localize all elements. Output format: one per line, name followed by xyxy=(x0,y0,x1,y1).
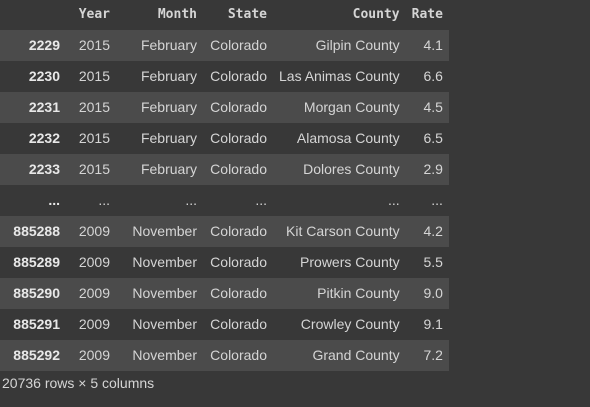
cell-rate: 6.6 xyxy=(423,68,443,84)
cell-county: Las Animas County xyxy=(279,68,400,84)
row-index: ... xyxy=(48,192,60,208)
cell-county: Prowers County xyxy=(300,254,400,270)
cell-rate: 9.1 xyxy=(423,316,443,332)
cell-rate: 7.2 xyxy=(423,347,443,363)
cell-year: 2015 xyxy=(78,99,110,115)
cell-month: February xyxy=(140,68,197,84)
header-row: Year Month State County Rate xyxy=(0,0,449,30)
row-index: 2231 xyxy=(28,99,60,115)
table-row: 885290 2009 November Colorado Pitkin County 9… xyxy=(0,277,449,309)
cell-county: Crowley County xyxy=(300,316,400,332)
table-row: 885289 2009 November Colorado Prowers County… xyxy=(0,246,449,278)
cell-state: Colorado xyxy=(210,37,267,54)
cell-month: February xyxy=(140,161,197,177)
cell-month: November xyxy=(132,347,197,363)
cell-rate: 4.1 xyxy=(423,37,443,54)
cell-year: ... xyxy=(98,192,110,208)
column-header-month: Month xyxy=(116,0,203,30)
cell-year: 2015 xyxy=(78,161,110,177)
cell-county: Pitkin County xyxy=(317,285,400,301)
cell-year: 2009 xyxy=(78,223,110,239)
cell-year: 2009 xyxy=(78,254,110,270)
dataframe-output: Year Month State County Rate 2229 2015 Feb… xyxy=(0,0,449,371)
column-header-year: Year xyxy=(66,0,116,30)
row-index: 885292 xyxy=(13,347,60,363)
cell-year: 2015 xyxy=(78,37,110,54)
row-index: 2232 xyxy=(28,130,60,146)
cell-month: November xyxy=(132,223,197,239)
index-column-header xyxy=(0,0,66,30)
table-row: .................. xyxy=(0,184,449,216)
cell-rate: 2.9 xyxy=(423,161,443,177)
cell-rate: 4.5 xyxy=(423,99,443,115)
cell-year: 2015 xyxy=(78,130,110,146)
cell-county: Grand County xyxy=(312,347,400,363)
cell-state: ... xyxy=(255,192,267,208)
table-row: 885292 2009 November Colorado Grand County 7.… xyxy=(0,339,449,371)
row-count-summary: 20736 rows × 5 columns xyxy=(2,375,155,391)
table-row: 885291 2009 November Colorado Crowley County… xyxy=(0,308,449,340)
cell-state: Colorado xyxy=(210,161,267,177)
cell-state: Colorado xyxy=(210,68,267,84)
row-index: 2233 xyxy=(28,161,60,177)
row-index: 885289 xyxy=(13,254,60,270)
cell-year: 2009 xyxy=(78,347,110,363)
cell-year: 2015 xyxy=(78,68,110,84)
table-row: 2229 2015 February Colorado Gilpin County 4.1 xyxy=(0,29,449,61)
cell-state: Colorado xyxy=(210,285,267,301)
row-index: 885290 xyxy=(13,285,60,301)
cell-month: November xyxy=(132,254,197,270)
row-index: 885288 xyxy=(13,223,60,239)
dataframe-table: Year Month State County Rate 2229 2015 Feb… xyxy=(0,0,449,371)
column-header-state: State xyxy=(203,0,273,30)
cell-county: Gilpin County xyxy=(315,37,400,54)
cell-rate: 9.0 xyxy=(423,285,443,301)
cell-county: ... xyxy=(387,192,400,208)
cell-state: Colorado xyxy=(210,316,267,332)
cell-rate: 6.5 xyxy=(423,130,443,146)
cell-rate: ... xyxy=(431,192,443,208)
cell-year: 2009 xyxy=(78,316,110,332)
row-index: 2229 xyxy=(28,37,60,54)
cell-county: Morgan County xyxy=(303,99,400,115)
cell-year: 2009 xyxy=(78,285,110,301)
cell-rate: 5.5 xyxy=(423,254,443,270)
row-index: 885291 xyxy=(13,316,60,332)
table-body: 2229 2015 February Colorado Gilpin County 4.1… xyxy=(0,29,449,371)
cell-county: Kit Carson County xyxy=(286,223,400,239)
cell-month: February xyxy=(140,130,197,146)
cell-month: February xyxy=(140,37,197,54)
cell-state: Colorado xyxy=(210,223,267,239)
column-header-county: County xyxy=(273,0,406,30)
column-header-rate: Rate xyxy=(405,0,449,30)
cell-county: Alamosa County xyxy=(296,130,400,146)
table-row: 2233 2015 February Colorado Dolores County 2.… xyxy=(0,153,449,185)
cell-state: Colorado xyxy=(210,347,267,363)
cell-state: Colorado xyxy=(210,99,267,115)
cell-rate: 4.2 xyxy=(423,223,443,239)
table-row: 2232 2015 February Colorado Alamosa County 6.… xyxy=(0,122,449,154)
cell-county: Dolores County xyxy=(303,161,400,177)
cell-state: Colorado xyxy=(210,254,267,270)
table-header: Year Month State County Rate xyxy=(0,0,449,30)
cell-month: November xyxy=(132,285,197,301)
row-index: 2230 xyxy=(28,68,60,84)
cell-month: November xyxy=(132,316,197,332)
table-row: 2230 2015 February Colorado Las Animas Count… xyxy=(0,60,449,92)
cell-state: Colorado xyxy=(210,130,267,146)
table-row: 885288 2009 November Colorado Kit Carson Cou… xyxy=(0,215,449,247)
cell-month: ... xyxy=(185,192,197,208)
table-row: 2231 2015 February Colorado Morgan County 4.5 xyxy=(0,91,449,123)
cell-month: February xyxy=(140,99,197,115)
